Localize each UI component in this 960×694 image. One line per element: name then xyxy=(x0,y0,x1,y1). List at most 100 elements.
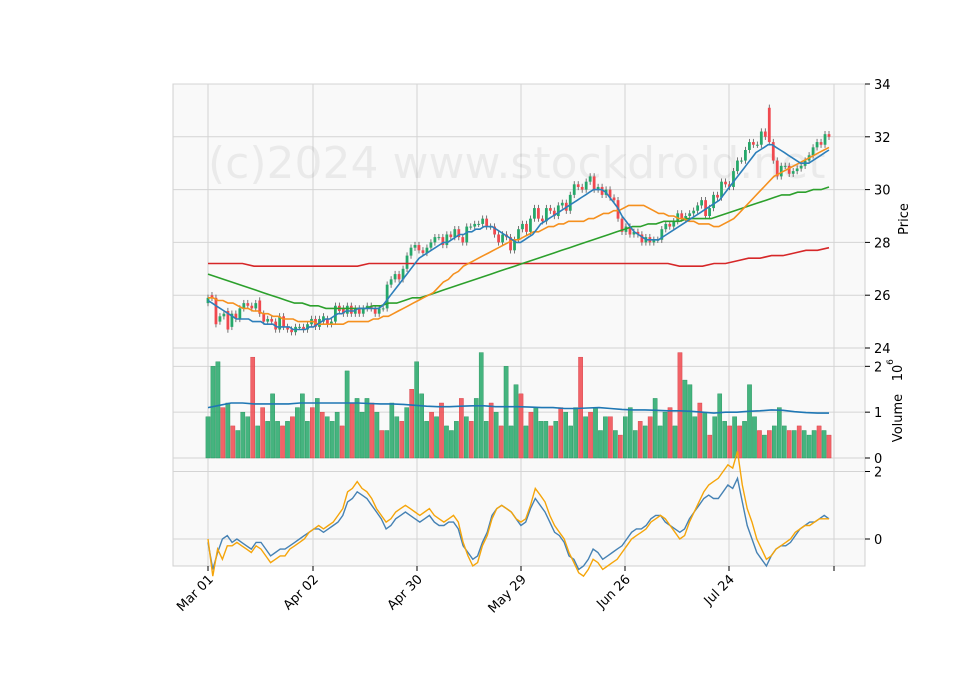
candle-body xyxy=(341,308,345,314)
volume-bar xyxy=(235,430,241,459)
volume-bar xyxy=(324,416,330,459)
candle-body xyxy=(218,316,222,322)
volume-bar xyxy=(553,421,559,459)
candle-body xyxy=(716,194,719,198)
candle-body xyxy=(282,316,286,327)
volume-bar xyxy=(563,411,569,459)
candle-body xyxy=(728,184,731,187)
volume-bar xyxy=(791,430,797,459)
x-tick-label: Apr 30 xyxy=(385,572,426,613)
candle-body xyxy=(485,218,489,227)
volume-bar xyxy=(379,430,385,459)
candle-body xyxy=(636,231,640,235)
candle-body xyxy=(517,229,520,240)
volume-bar xyxy=(245,416,251,459)
candle-body xyxy=(628,226,632,235)
volume-bar xyxy=(747,384,752,459)
volume-bar xyxy=(255,425,260,459)
candle-body xyxy=(720,181,723,198)
volume-bar xyxy=(801,430,807,459)
volume-bar xyxy=(682,379,688,459)
volume-bar xyxy=(647,416,653,459)
volume-bar xyxy=(319,411,325,459)
candle-body xyxy=(513,239,516,251)
volume-axis-label: Volume xyxy=(891,394,906,442)
candle-body xyxy=(799,165,803,169)
volume-bar xyxy=(538,421,544,459)
volume-bar xyxy=(727,425,732,459)
candle-body xyxy=(214,297,218,325)
volume-bar xyxy=(285,421,290,459)
indicator-lines xyxy=(207,143,830,578)
volume-bar xyxy=(230,425,236,459)
candle-body xyxy=(433,237,437,243)
volume-bar xyxy=(657,425,663,459)
price-panel-bg xyxy=(172,83,866,349)
volume-bar xyxy=(220,407,226,459)
candle-body xyxy=(787,165,791,174)
ma-long-line xyxy=(208,246,830,268)
candle-body xyxy=(692,210,696,214)
candle-body xyxy=(361,308,365,314)
x-tick-label: Apr 02 xyxy=(281,572,322,613)
price-y-tick-label: 28 xyxy=(874,236,891,251)
volume-bar xyxy=(270,393,275,459)
candle-body xyxy=(747,142,751,150)
candle-body xyxy=(632,231,636,235)
candle-body xyxy=(560,202,564,206)
candle-body xyxy=(525,223,528,232)
volume-bar xyxy=(454,421,459,459)
volume-bar xyxy=(518,393,524,459)
volume-bar xyxy=(414,361,419,459)
candle-body xyxy=(250,305,254,309)
candle-body xyxy=(437,237,441,239)
volume-bar xyxy=(528,411,534,459)
volume-bar xyxy=(687,384,693,459)
oscillator-y-tick-label: 0 xyxy=(874,533,882,548)
volume-bar xyxy=(399,421,405,459)
candle-body xyxy=(696,205,700,211)
x-tick-label: Mar 01 xyxy=(174,572,217,615)
oscillator-y-tick-label: 2 xyxy=(874,466,882,481)
candle-body xyxy=(576,184,580,187)
candle-body xyxy=(246,303,250,306)
volume-bar xyxy=(692,416,698,459)
volume-bar xyxy=(523,425,529,459)
candle-body xyxy=(290,329,293,333)
candle-body xyxy=(640,234,644,243)
volume-average-line xyxy=(207,402,829,414)
candle-body xyxy=(608,189,612,198)
candle-body xyxy=(333,305,337,322)
candle-body xyxy=(477,223,481,225)
volume-bar xyxy=(816,425,822,459)
volume-bar xyxy=(483,421,489,459)
candle-body xyxy=(509,237,512,251)
candle-body xyxy=(811,147,815,156)
candle-body xyxy=(234,313,238,319)
volume-bar xyxy=(558,407,564,459)
volume-bar xyxy=(444,425,449,459)
candle-body xyxy=(385,284,389,309)
candlesticks xyxy=(206,104,831,336)
candle-body xyxy=(381,308,385,310)
volume-bar xyxy=(697,402,703,459)
volume-bar xyxy=(737,425,742,459)
candle-body xyxy=(588,176,592,182)
volume-bar xyxy=(409,389,414,459)
volume-bar xyxy=(593,407,598,459)
volume-bar xyxy=(215,361,221,459)
candle-body xyxy=(672,221,676,227)
candle-body xyxy=(680,213,684,219)
price-y-tick-label: 32 xyxy=(874,131,891,146)
volume-bar xyxy=(300,393,305,459)
price-y-tick-label: 26 xyxy=(874,289,891,304)
candle-body xyxy=(393,274,397,280)
volume-bar xyxy=(265,421,270,459)
candle-body xyxy=(736,160,739,172)
volume-bar xyxy=(359,411,365,459)
candle-body xyxy=(540,218,544,222)
volume-bar xyxy=(498,425,504,459)
ma-slow-line xyxy=(207,186,830,310)
volume-y-tick-label: 2 xyxy=(874,360,882,375)
candle-body xyxy=(779,165,783,177)
